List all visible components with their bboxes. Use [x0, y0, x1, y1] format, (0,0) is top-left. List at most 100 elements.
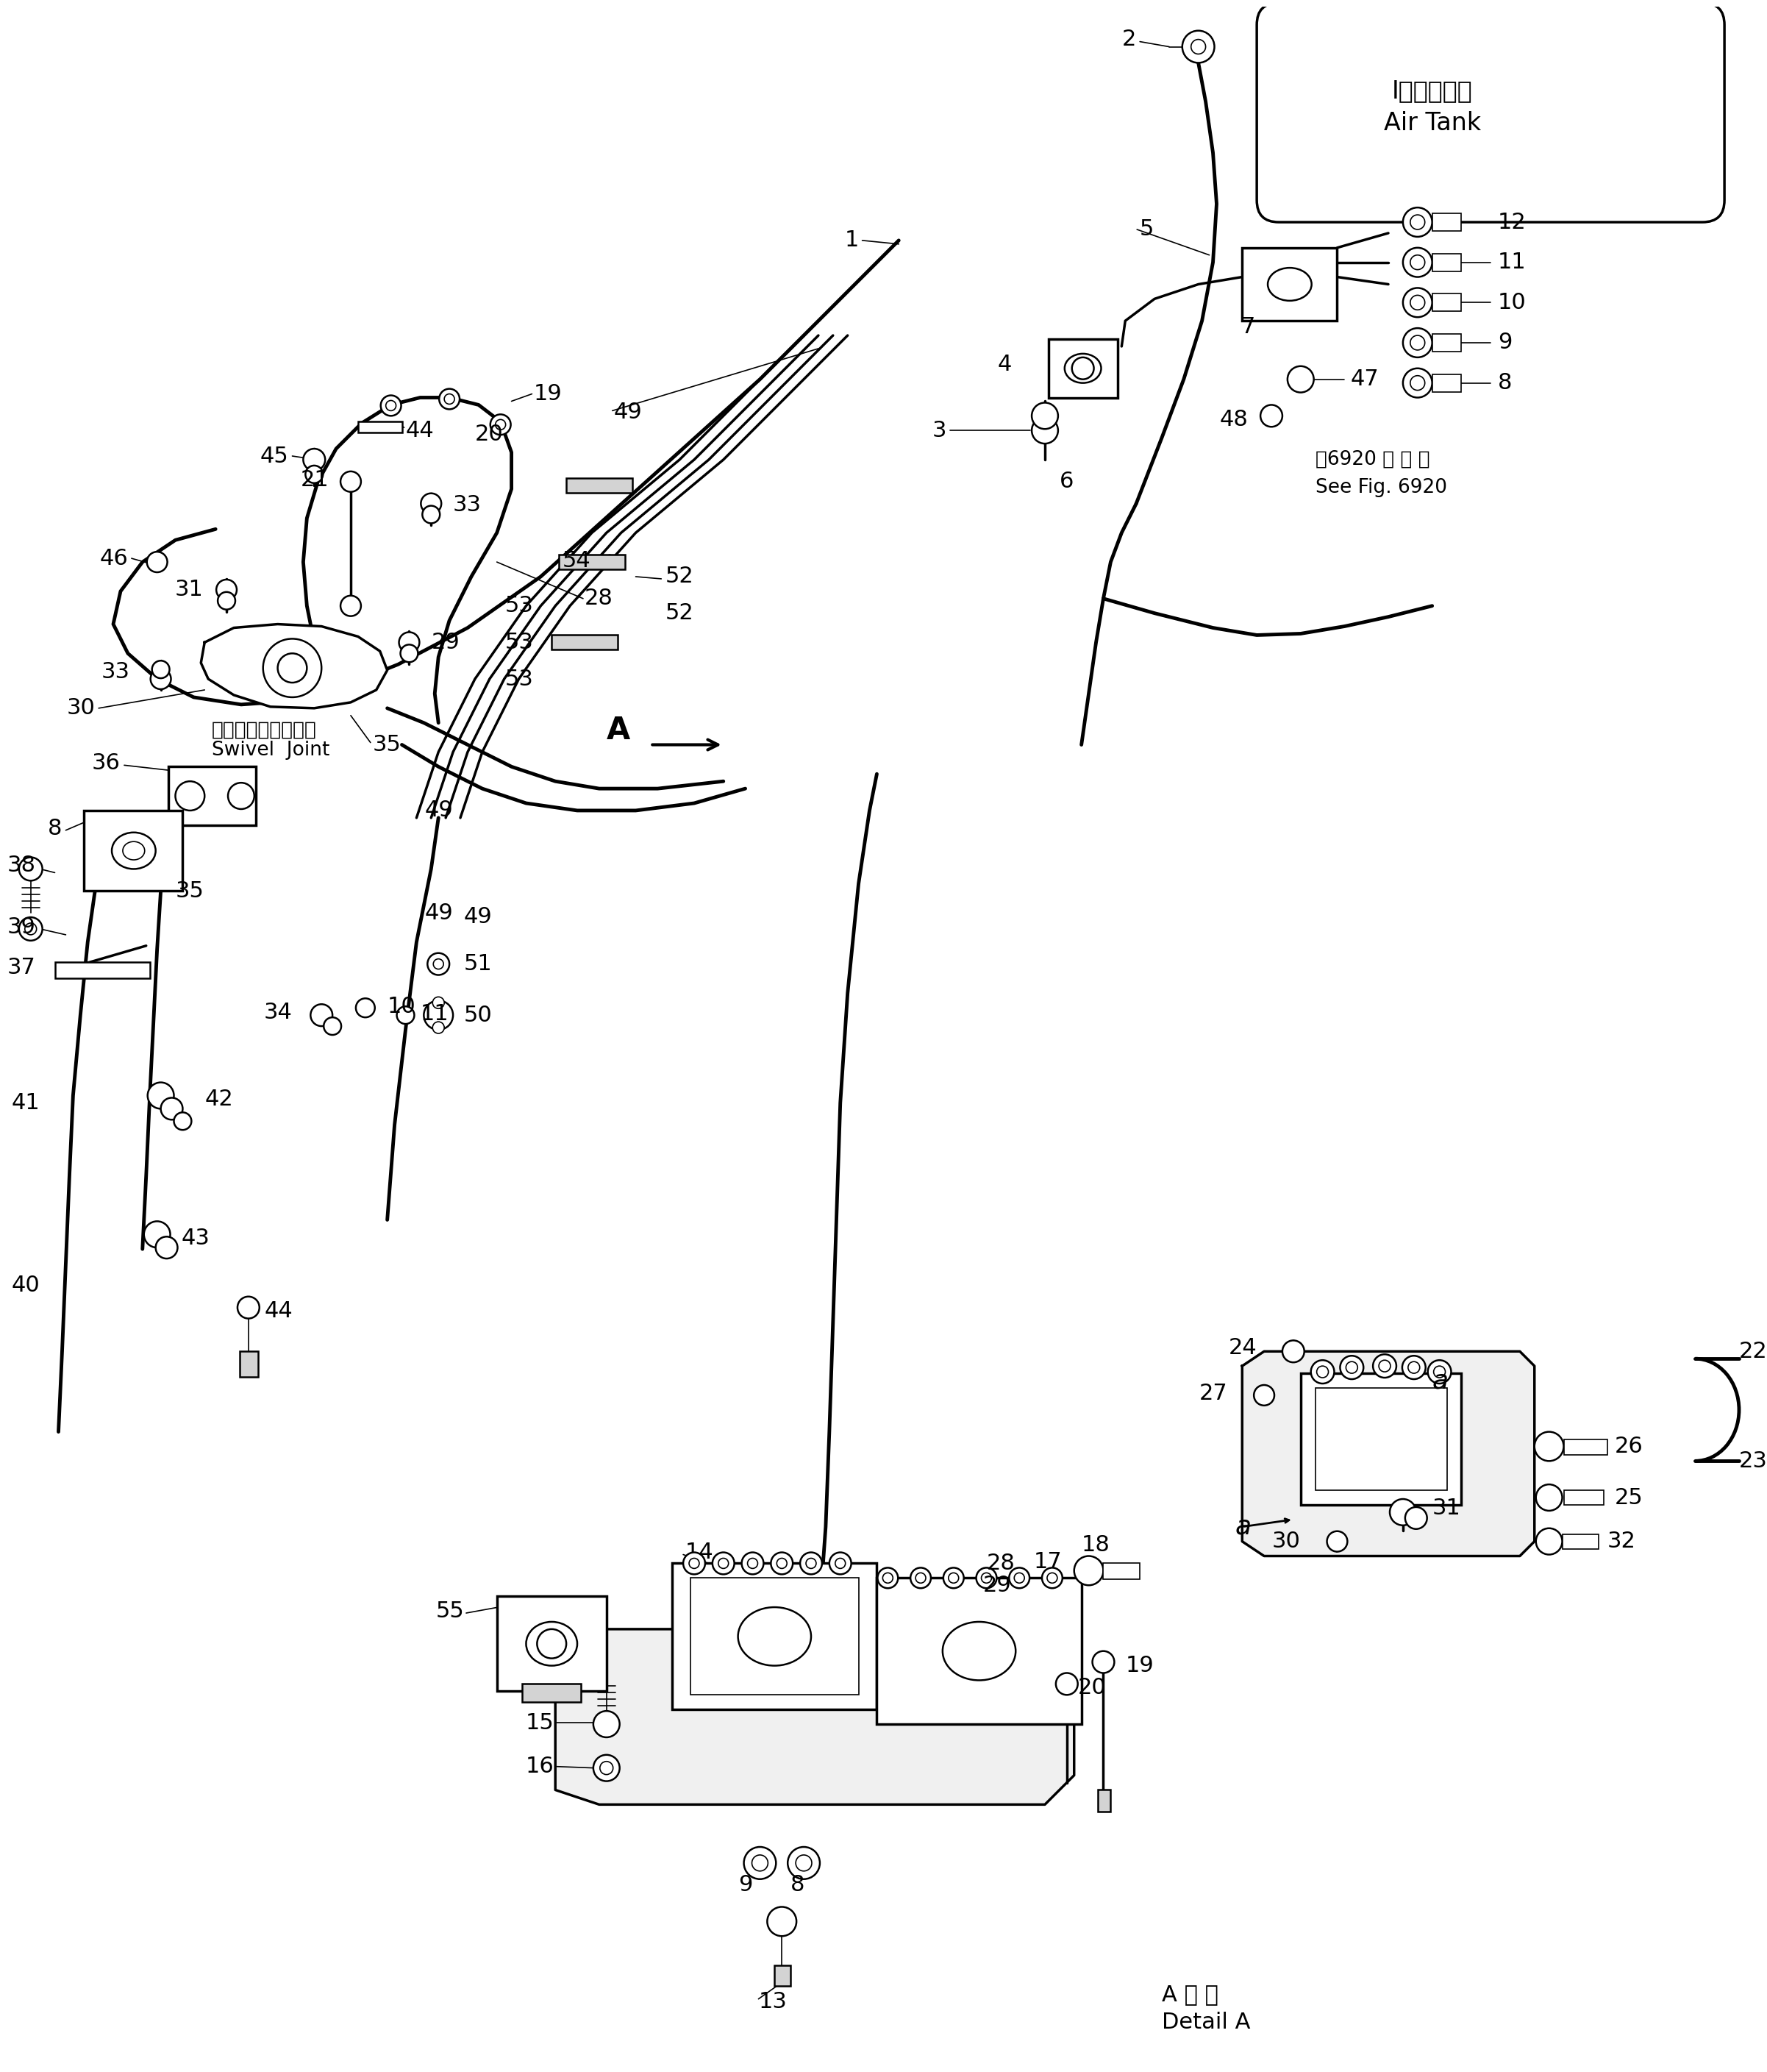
Circle shape: [975, 1569, 997, 1589]
Circle shape: [878, 1569, 898, 1589]
Circle shape: [421, 493, 442, 514]
Text: 44: 44: [406, 421, 435, 441]
Text: 6: 6: [1060, 470, 1074, 493]
Text: 52: 52: [664, 603, 693, 624]
Circle shape: [1433, 1365, 1445, 1378]
Text: 33: 33: [101, 661, 131, 682]
Text: 8: 8: [790, 1875, 806, 1896]
Circle shape: [175, 781, 205, 810]
Circle shape: [594, 1711, 620, 1736]
Circle shape: [944, 1569, 963, 1589]
Circle shape: [767, 1906, 797, 1935]
Ellipse shape: [111, 833, 155, 868]
Text: 36: 36: [92, 752, 120, 773]
Circle shape: [1391, 1498, 1415, 1525]
Circle shape: [884, 1573, 892, 1583]
Circle shape: [800, 1552, 822, 1575]
Circle shape: [217, 593, 235, 609]
Circle shape: [1032, 416, 1058, 443]
Circle shape: [915, 1573, 926, 1583]
Circle shape: [1048, 1573, 1057, 1583]
Circle shape: [1073, 356, 1094, 379]
Circle shape: [1182, 31, 1214, 62]
Text: A 詳 細: A 詳 細: [1161, 1983, 1217, 2006]
Circle shape: [19, 858, 42, 881]
Circle shape: [433, 959, 444, 970]
Bar: [1433, 253, 1461, 271]
Circle shape: [717, 1558, 728, 1569]
Circle shape: [747, 1558, 758, 1569]
Circle shape: [433, 1021, 444, 1034]
Ellipse shape: [942, 1622, 1016, 1680]
Text: 第6920 図 参 照: 第6920 図 参 照: [1315, 450, 1430, 468]
Circle shape: [1403, 288, 1433, 317]
Text: 28: 28: [986, 1552, 1014, 1575]
Bar: [1562, 1533, 1599, 1548]
Text: 30: 30: [67, 698, 95, 719]
Circle shape: [148, 1082, 173, 1109]
Bar: [1242, 249, 1338, 321]
Circle shape: [1410, 215, 1424, 230]
Bar: [1315, 1388, 1447, 1490]
Bar: [55, 961, 150, 978]
Circle shape: [311, 1005, 332, 1026]
Bar: [1433, 334, 1461, 352]
Circle shape: [594, 1755, 620, 1782]
FancyBboxPatch shape: [1256, 2, 1725, 222]
Text: Iアータンク: Iアータンク: [1392, 79, 1472, 104]
Ellipse shape: [739, 1608, 811, 1666]
Bar: [691, 1579, 859, 1695]
Circle shape: [385, 400, 396, 410]
Text: a: a: [1433, 1368, 1449, 1392]
Circle shape: [1410, 255, 1424, 269]
Circle shape: [1043, 1569, 1062, 1589]
Circle shape: [228, 783, 254, 808]
Text: 14: 14: [686, 1542, 714, 1562]
Circle shape: [428, 953, 449, 976]
Circle shape: [440, 390, 459, 410]
Circle shape: [806, 1558, 816, 1569]
Text: 9: 9: [739, 1875, 753, 1896]
Circle shape: [795, 1854, 811, 1871]
Text: 29: 29: [431, 632, 459, 653]
Bar: [497, 1595, 606, 1691]
Circle shape: [304, 450, 325, 470]
Text: 11: 11: [1498, 251, 1527, 274]
Text: See Fig. 6920: See Fig. 6920: [1315, 479, 1447, 497]
Bar: [671, 1564, 876, 1709]
Circle shape: [689, 1558, 700, 1569]
Circle shape: [1014, 1573, 1025, 1583]
Circle shape: [399, 632, 419, 653]
Text: 9: 9: [1498, 332, 1513, 354]
Circle shape: [1009, 1569, 1030, 1589]
Text: Detail A: Detail A: [1161, 2012, 1251, 2033]
Text: 4: 4: [998, 354, 1012, 375]
Text: 12: 12: [1498, 211, 1527, 232]
Circle shape: [1327, 1531, 1348, 1552]
Circle shape: [173, 1113, 191, 1129]
Ellipse shape: [1066, 354, 1101, 383]
Circle shape: [712, 1552, 735, 1575]
Text: 31: 31: [1433, 1498, 1461, 1519]
Bar: [876, 1579, 1081, 1724]
Circle shape: [323, 1017, 341, 1034]
Bar: [1433, 294, 1461, 311]
Text: 20: 20: [475, 423, 504, 445]
Bar: [1564, 1440, 1608, 1455]
Text: 22: 22: [1739, 1341, 1767, 1361]
Text: 35: 35: [175, 881, 203, 901]
Circle shape: [143, 1220, 170, 1247]
Bar: [1048, 340, 1119, 398]
Circle shape: [1403, 327, 1433, 356]
Bar: [1433, 375, 1461, 392]
Circle shape: [777, 1558, 786, 1569]
Circle shape: [341, 595, 360, 615]
Circle shape: [433, 997, 444, 1009]
Circle shape: [1255, 1384, 1274, 1405]
Circle shape: [1410, 375, 1424, 390]
Ellipse shape: [1267, 267, 1311, 300]
Text: 10: 10: [387, 997, 415, 1017]
Circle shape: [424, 1001, 452, 1030]
Circle shape: [150, 669, 171, 690]
Text: 8: 8: [1498, 373, 1513, 394]
